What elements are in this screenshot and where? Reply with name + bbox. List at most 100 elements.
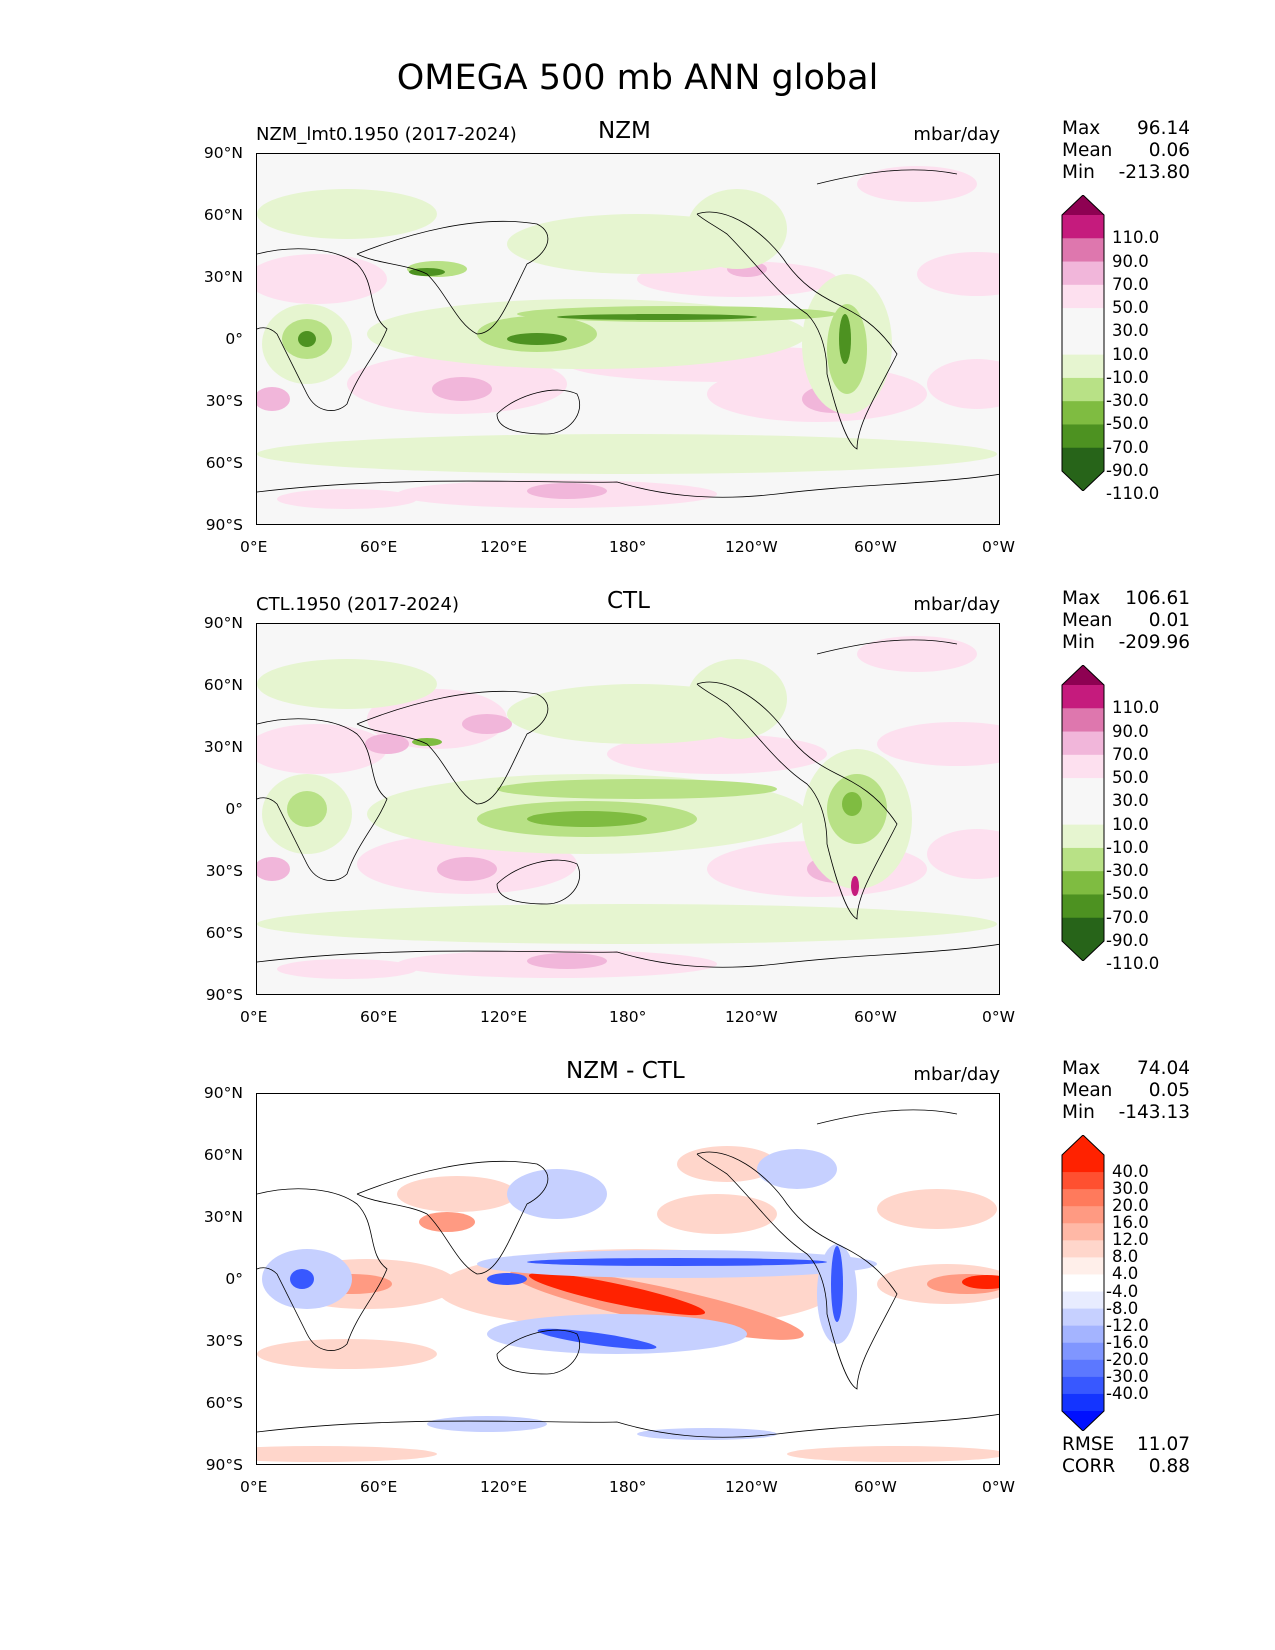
positive-shading-dark (851, 876, 859, 896)
colorbar-tick-label: -4.0 (1106, 1281, 1139, 1301)
colorbar-tick-label: -30.0 (1106, 1366, 1149, 1386)
colorbar-tick-label: -16.0 (1106, 1332, 1149, 1352)
panel-ctl: CTL.1950 (2017-2024) CTL mbar/day (0, 470, 1275, 1026)
colorbar-tick-label: 10.0 (1112, 344, 1149, 364)
y-tick-0: 0° (225, 1270, 243, 1288)
colorbar-tick-label: 70.0 (1112, 274, 1149, 294)
x-tick-60w: 60°W (854, 1008, 897, 1026)
colorbar-tick-label: -30.0 (1106, 861, 1149, 881)
colorbar-swatch (1062, 308, 1104, 332)
colorbar-outline (1061, 1134, 1105, 1432)
panel-nzm: NZM_lmt0.1950 (2017-2024) NZM mbar/day (0, 0, 1275, 556)
colorbar-swatch (1062, 778, 1104, 802)
colorbar-tick-label: 8.0 (1112, 1247, 1139, 1267)
x-tick-60e: 60°E (360, 1008, 398, 1026)
y-tick-30s: 30°S (205, 1332, 243, 1350)
stat-min-value: -213.80 (1118, 162, 1190, 183)
colorbar-tick-label: 4.0 (1112, 1264, 1139, 1284)
x-tick-0e: 0°E (240, 538, 268, 556)
colorbar-swatch (1062, 871, 1104, 895)
x-tick-60e: 60°E (360, 1478, 398, 1496)
colorbar-tick-label: 10.0 (1112, 814, 1149, 834)
colorbar-swatch (1062, 1325, 1104, 1344)
y-tick-60n: 60°N (203, 206, 243, 224)
colorbar-swatch (1062, 1155, 1104, 1173)
stat-max-value: 74.04 (1137, 1058, 1190, 1079)
colorbar-tick-label: 30.0 (1112, 321, 1149, 341)
x-tick-120e: 120°E (480, 1008, 528, 1026)
figure-title: OMEGA 500 mb ANN global (396, 58, 879, 98)
stat-mean-label: Mean (1062, 610, 1113, 631)
positive-shading-light (257, 636, 999, 979)
y-tick-90s: 90°S (205, 516, 243, 534)
colorbar-tick-label: 90.0 (1112, 251, 1149, 271)
x-tick-180: 180° (609, 1478, 647, 1496)
colorbar-swatch (1062, 1291, 1104, 1310)
y-tick-90n: 90°N (203, 1084, 243, 1102)
colorbar-swatch (1062, 824, 1104, 849)
colorbar-swatch (1062, 917, 1104, 942)
colorbar-tick-label: -110.0 (1106, 954, 1160, 974)
rmse-value: 11.07 (1137, 1434, 1190, 1455)
colorbar-tick-label: -40.0 (1106, 1383, 1149, 1403)
y-tick-0: 0° (225, 330, 243, 348)
x-tick-60w: 60°W (854, 1478, 897, 1496)
negative-shading-dark (412, 738, 862, 827)
colorbar-tick-label: 70.0 (1112, 744, 1149, 764)
colorbar (1060, 194, 1106, 495)
stat-min-label: Min (1062, 162, 1095, 183)
colorbar-tick-label: 90.0 (1112, 721, 1149, 741)
panel-title: CTL (607, 588, 650, 614)
colorbar-tick-label: -30.0 (1106, 391, 1149, 411)
colorbar-tick-label: -110.0 (1106, 484, 1160, 504)
colorbar-tick-label: -20.0 (1106, 1349, 1149, 1369)
colorbar-extend-min (1062, 471, 1104, 491)
colorbar-tick-label: 30.0 (1112, 1179, 1149, 1199)
x-tick-0w: 0°W (982, 538, 1015, 556)
colorbar-extend-min (1062, 1411, 1104, 1431)
colorbar-swatch (1062, 708, 1104, 733)
colorbar-extend-max (1062, 665, 1104, 685)
x-tick-120w: 120°W (725, 1008, 778, 1026)
colorbar-swatch (1062, 1359, 1104, 1378)
coastlines (257, 1109, 999, 1438)
colorbar-swatch (1062, 1240, 1104, 1258)
colorbar-swatch (1062, 685, 1104, 709)
test-name-label: CTL.1950 (2017-2024) (256, 594, 460, 615)
colorbar-swatch (1062, 238, 1104, 263)
colorbar-tick-label: -90.0 (1106, 931, 1149, 950)
colorbar-tick-label: -50.0 (1106, 884, 1149, 904)
colorbar-swatch (1062, 354, 1104, 379)
colorbar-swatch (1062, 1257, 1104, 1275)
map-plot-area (256, 153, 1000, 525)
colorbar-tick-label: -10.0 (1106, 837, 1149, 857)
coastlines (257, 169, 999, 498)
colorbar-swatch (1062, 1308, 1104, 1327)
stat-min-label: Min (1062, 1102, 1095, 1123)
colorbar-swatch (1062, 1274, 1104, 1293)
stat-min-value: -143.13 (1118, 1102, 1190, 1123)
colorbar-tick-label: -90.0 (1106, 461, 1149, 480)
colorbar-swatch (1062, 754, 1104, 779)
colorbar-tick-label: -70.0 (1106, 907, 1149, 927)
colorbar-tick-label: 50.0 (1112, 298, 1149, 318)
colorbar-swatch (1062, 401, 1104, 425)
colorbar-tick-label: 16.0 (1112, 1213, 1149, 1233)
stat-max-value: 96.14 (1137, 118, 1190, 139)
omega-field-map (257, 154, 999, 524)
y-tick-0: 0° (225, 800, 243, 818)
units-label: mbar/day (913, 1064, 1000, 1085)
colorbar-swatches (1061, 664, 1105, 962)
colorbar-tick-label: 20.0 (1112, 1196, 1149, 1216)
colorbar-swatch (1062, 1376, 1104, 1395)
stat-mean-value: 0.01 (1148, 610, 1190, 631)
colorbar-swatch (1062, 447, 1104, 472)
stat-mean-label: Mean (1062, 140, 1113, 161)
stat-max-label: Max (1062, 118, 1101, 139)
colorbar-tick-label: 110.0 (1112, 228, 1160, 248)
stat-mean-value: 0.06 (1148, 140, 1190, 161)
stat-min-label: Min (1062, 632, 1095, 653)
colorbar-swatch (1062, 894, 1104, 919)
stat-max-label: Max (1062, 588, 1101, 609)
colorbar-swatch (1062, 731, 1104, 756)
